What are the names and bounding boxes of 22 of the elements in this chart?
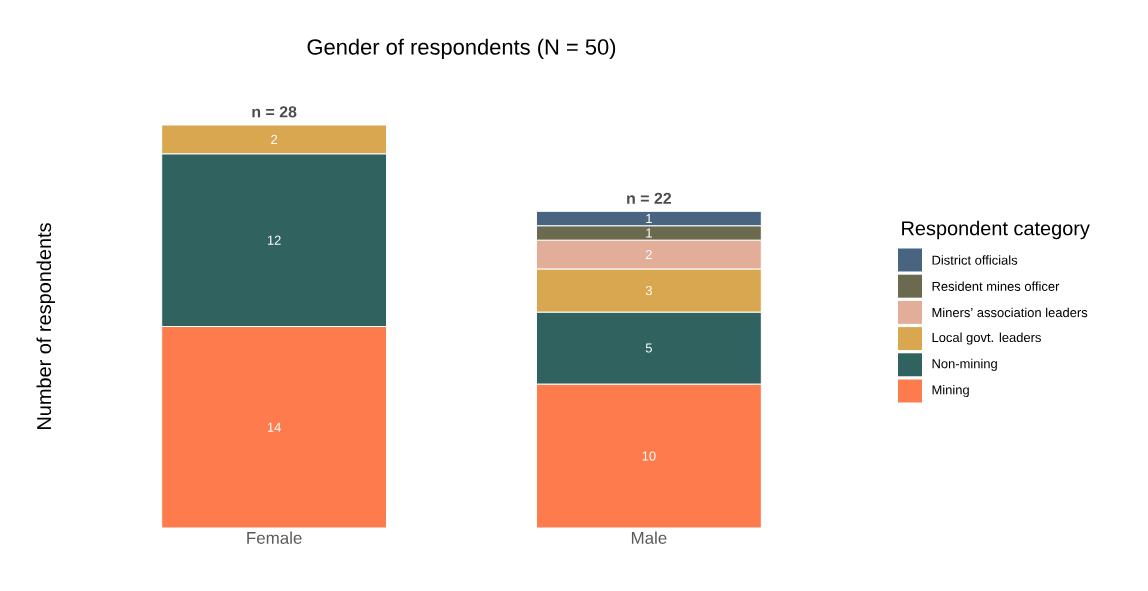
legend-label: Non-mining — [932, 358, 997, 371]
data-label: 3 — [645, 285, 652, 296]
data-label: 5 — [645, 343, 652, 353]
data-label: 10 — [642, 451, 656, 461]
legend-label: Mining — [932, 384, 969, 398]
legend-label: Miners’ association leaders — [932, 307, 1088, 318]
data-label: 1 — [646, 228, 652, 238]
total-label: n = 22 — [627, 192, 672, 204]
data-label: 12 — [267, 235, 281, 245]
y-axis-title: Number of respondents — [36, 223, 56, 429]
legend-label: Resident mines officer — [932, 281, 1060, 291]
legend-label: Local govt. leaders — [932, 332, 1041, 345]
data-label: 14 — [267, 422, 281, 432]
x-tick-label: Male — [631, 531, 667, 544]
data-label: 2 — [645, 250, 652, 260]
legend-label: District officials — [932, 255, 1018, 265]
data-label: 1 — [646, 214, 652, 223]
chart-title: Gender of respondents (N = 50) — [307, 38, 616, 60]
legend-title: Respondent category — [902, 220, 1090, 240]
total-label: n = 28 — [252, 106, 297, 118]
data-label: 2 — [271, 134, 278, 144]
x-tick-label: Female — [247, 531, 302, 544]
